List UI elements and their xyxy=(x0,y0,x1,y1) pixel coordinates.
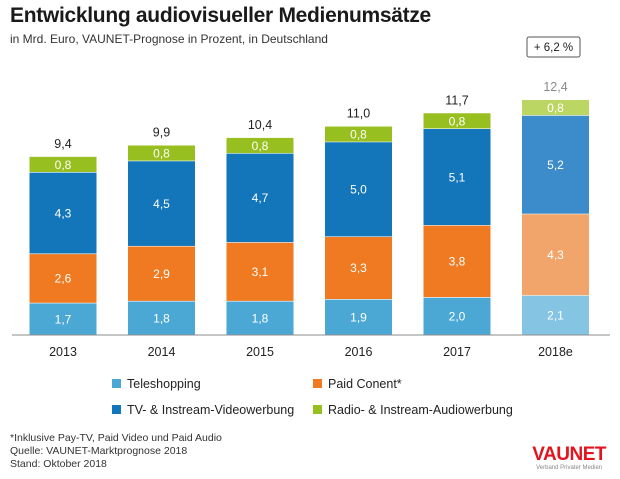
legend-swatch-tv-video xyxy=(112,405,121,414)
footnote-note: *Inklusive Pay-TV, Paid Video und Paid A… xyxy=(10,432,222,444)
bar-segment-radio-audio-2016 xyxy=(325,126,392,142)
value-label-radio-audio-2017: 0,8 xyxy=(449,114,466,128)
value-label-paid-content-2014: 2,9 xyxy=(153,267,170,281)
legend-item-tv-video: TV- & Instream-Videowerbung xyxy=(112,403,294,417)
legend-swatch-paid-content xyxy=(313,379,322,388)
bar-segment-paid-content-2013 xyxy=(29,253,97,303)
value-label-teleshopping-2013: 1,7 xyxy=(55,312,72,326)
value-label-tv-video-2013: 4,3 xyxy=(55,206,72,220)
legend-label-teleshopping: Teleshopping xyxy=(127,377,201,391)
value-label-paid-content-2018e: 4,3 xyxy=(547,248,564,262)
legend-swatch-radio-audio xyxy=(313,405,322,414)
value-label-radio-audio-2014: 0,8 xyxy=(153,147,170,161)
value-label-paid-content-2017: 3,8 xyxy=(449,255,466,269)
growth-badge: + 6,2 % xyxy=(526,36,581,58)
x-tick-label-2018e: 2018e xyxy=(538,345,573,359)
value-label-teleshopping-2016: 1,9 xyxy=(350,310,367,324)
value-label-tv-video-2014: 4,5 xyxy=(153,197,170,211)
footnote-source: Quelle: VAUNET-Marktprognose 2018 xyxy=(10,445,188,457)
vaunet-logo: VAUNET Verband Privater Medien xyxy=(532,444,606,472)
legend-label-radio-audio: Radio- & Instream-Audiowerbung xyxy=(328,403,513,417)
total-label-2016: 11,0 xyxy=(347,107,370,121)
chart-subtitle: in Mrd. Euro, VAUNET-Prognose in Prozent… xyxy=(10,32,328,46)
bar-segment-teleshopping-2016 xyxy=(325,298,392,335)
x-tick-label-2015: 2015 xyxy=(246,345,274,359)
x-tick-label-2014: 2014 xyxy=(148,345,176,359)
total-label-2018e: 12,4 xyxy=(543,80,567,94)
bar-segment-tv-video-2014 xyxy=(128,160,195,246)
x-tick-label-2017: 2017 xyxy=(443,345,471,359)
bar-segment-tv-video-2017 xyxy=(423,128,491,226)
value-label-radio-audio-2016: 0,8 xyxy=(350,128,367,142)
bar-segment-paid-content-2016 xyxy=(325,236,392,299)
value-label-tv-video-2017: 5,1 xyxy=(449,170,466,184)
bar-segment-paid-content-2014 xyxy=(128,245,195,301)
total-label-2013: 9,4 xyxy=(54,137,71,151)
bar-segment-radio-audio-2018e xyxy=(522,100,589,116)
bar-segment-tv-video-2013 xyxy=(29,172,97,254)
bar-segment-tv-video-2016 xyxy=(325,141,392,237)
total-label-2017: 11,7 xyxy=(445,93,468,107)
bar-segment-teleshopping-2013 xyxy=(29,302,97,335)
value-label-tv-video-2016: 5,0 xyxy=(350,183,367,197)
x-tick-label-2016: 2016 xyxy=(345,345,373,359)
value-label-paid-content-2013: 2,6 xyxy=(55,272,72,286)
legend-label-paid-content: Paid Conent* xyxy=(328,377,402,391)
legend-swatch-teleshopping xyxy=(112,379,121,388)
bar-segment-paid-content-2015 xyxy=(226,242,294,301)
bar-segment-radio-audio-2015 xyxy=(226,137,294,154)
bar-segment-radio-audio-2013 xyxy=(29,156,97,173)
value-label-paid-content-2015: 3,1 xyxy=(252,265,269,279)
bar-segment-tv-video-2018e xyxy=(522,115,589,214)
total-label-2015: 10,4 xyxy=(248,118,272,132)
value-label-teleshopping-2014: 1,8 xyxy=(153,311,170,325)
value-label-teleshopping-2018e: 2,1 xyxy=(547,309,564,323)
bar-segment-teleshopping-2017 xyxy=(423,297,491,335)
growth-badge-box xyxy=(526,36,581,58)
logo-tagline: Verband Privater Medien xyxy=(536,465,603,471)
bar-segment-teleshopping-2015 xyxy=(226,300,294,335)
value-label-tv-video-2015: 4,7 xyxy=(252,191,269,205)
value-label-teleshopping-2015: 1,8 xyxy=(252,311,269,325)
legend-label-tv-video: TV- & Instream-Videowerbung xyxy=(127,403,295,417)
bar-segment-paid-content-2018e xyxy=(522,213,589,296)
legend-item-paid-content: Paid Conent* xyxy=(313,377,402,391)
bar-segment-paid-content-2017 xyxy=(423,225,491,298)
value-label-radio-audio-2018e: 0,8 xyxy=(547,101,564,115)
stacked-bar-chart: + 6,2 % 1,7 2,6 4,3 0,8 9,4 2013 1,8 2,9 4,5 0,8 9… xyxy=(12,36,610,359)
x-tick-label-2013: 2013 xyxy=(49,345,77,359)
footnotes: *Inklusive Pay-TV, Paid Video und Paid A… xyxy=(10,432,222,471)
legend-item-teleshopping: Teleshopping xyxy=(112,377,201,391)
value-label-radio-audio-2013: 0,8 xyxy=(55,158,72,172)
bar-segment-teleshopping-2018e xyxy=(522,295,589,335)
logo-wordmark: VAUNET xyxy=(532,444,606,465)
bar-segment-tv-video-2015 xyxy=(226,153,294,243)
chart-title: Entwicklung audiovisueller Medienumsätze xyxy=(10,4,431,27)
value-label-tv-video-2018e: 5,2 xyxy=(547,158,564,172)
value-label-radio-audio-2015: 0,8 xyxy=(252,139,269,153)
bar-segment-radio-audio-2017 xyxy=(423,113,491,129)
total-label-2014: 9,9 xyxy=(153,125,170,139)
bar-segment-teleshopping-2014 xyxy=(128,300,195,335)
footnote-date: Stand: Oktober 2018 xyxy=(10,458,107,470)
value-label-paid-content-2016: 3,3 xyxy=(350,261,367,275)
bar-segment-radio-audio-2014 xyxy=(128,145,195,161)
growth-badge-label: + 6,2 % xyxy=(534,42,573,54)
value-label-teleshopping-2017: 2,0 xyxy=(449,310,466,324)
legend-item-radio-audio: Radio- & Instream-Audiowerbung xyxy=(313,403,513,417)
